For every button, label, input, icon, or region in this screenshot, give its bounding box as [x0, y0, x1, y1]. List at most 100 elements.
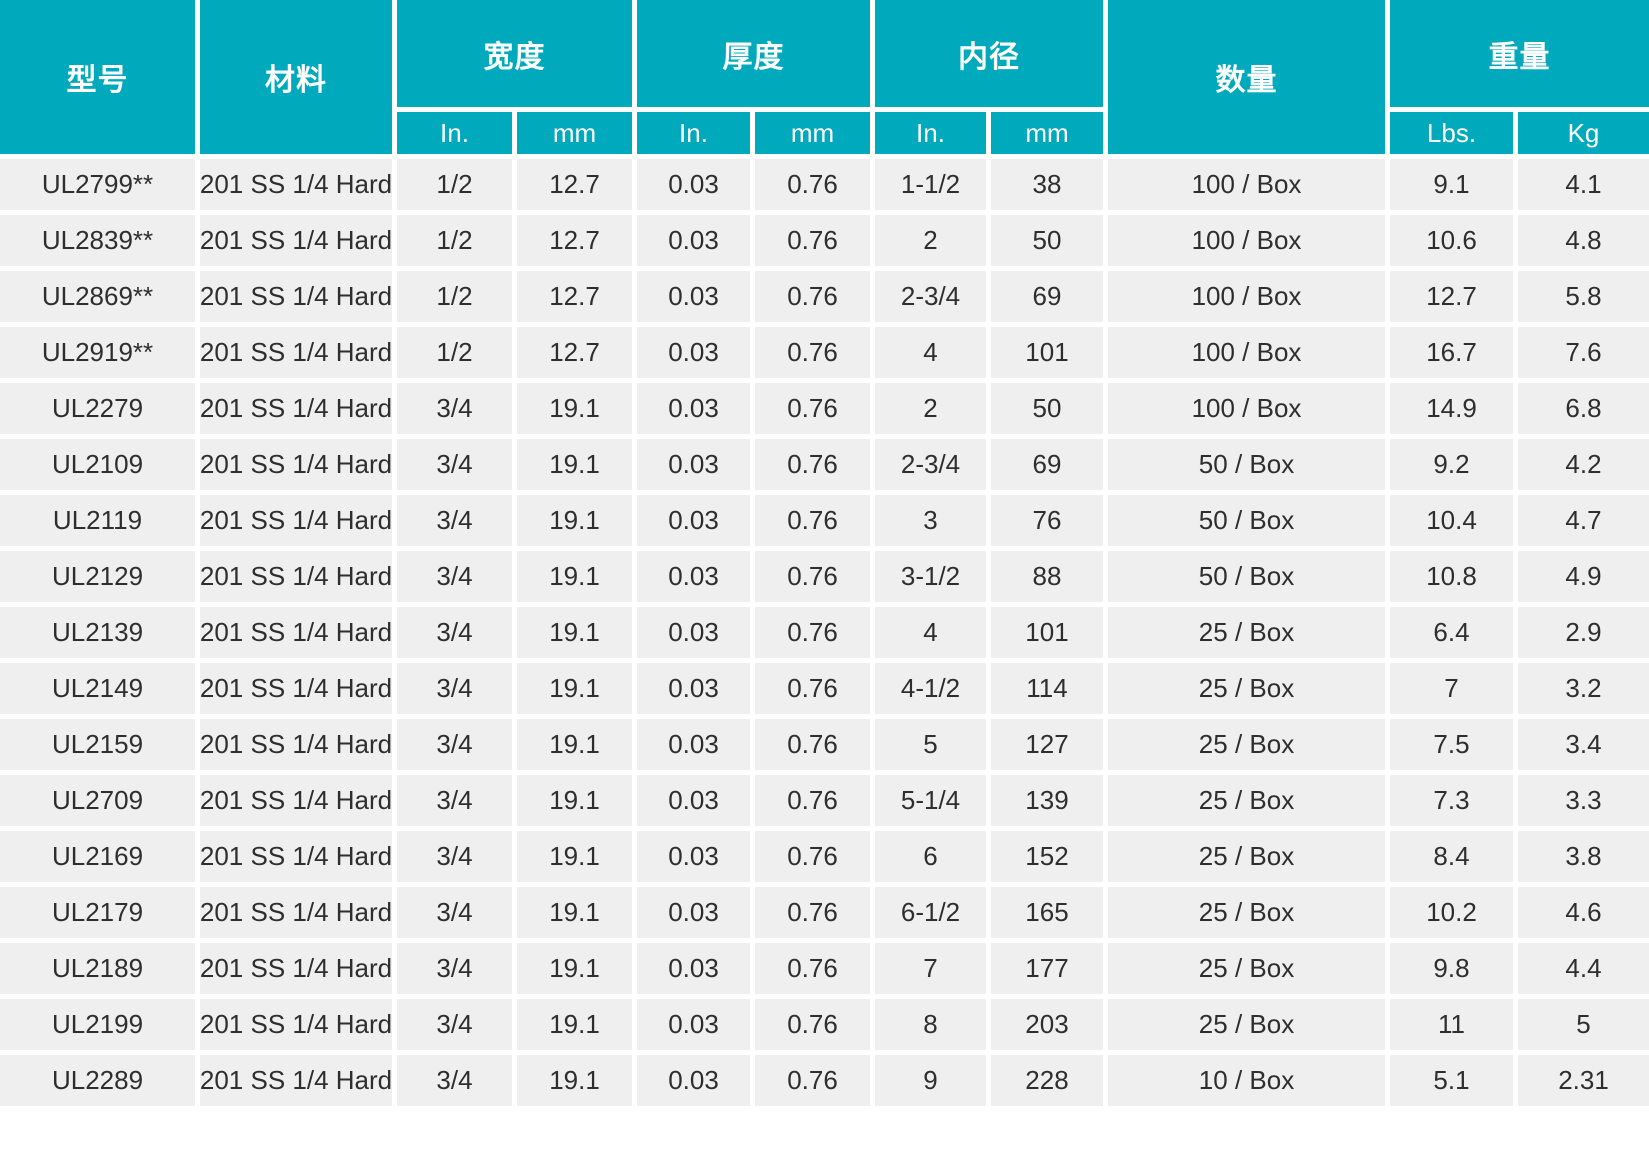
- cell-quantity-row11: 25 / Box: [1108, 719, 1385, 770]
- cell-weight_lbs-row7: 10.4: [1390, 495, 1513, 546]
- cell-inner_diameter_mm-row8: 88: [991, 551, 1103, 602]
- cell-inner_diameter_mm-row15: 177: [991, 943, 1103, 994]
- cell-width_mm-row6: 19.1: [517, 439, 632, 490]
- header-inner-diameter-group: 内径: [875, 0, 1103, 107]
- cell-width_mm-row15: 19.1: [517, 943, 632, 994]
- cell-material-row17: 201 SS 1/4 Hard: [200, 1055, 392, 1106]
- cell-quantity-row9: 25 / Box: [1108, 607, 1385, 658]
- cell-quantity-row5: 100 / Box: [1108, 383, 1385, 434]
- cell-width_in-row7: 3/4: [397, 495, 512, 546]
- cell-material-row5: 201 SS 1/4 Hard: [200, 383, 392, 434]
- cell-width_mm-row1: 12.7: [517, 159, 632, 210]
- cell-thickness_mm-row16: 0.76: [755, 999, 870, 1050]
- cell-width_mm-row16: 19.1: [517, 999, 632, 1050]
- cell-quantity-row3: 100 / Box: [1108, 271, 1385, 322]
- cell-width_mm-row13: 19.1: [517, 831, 632, 882]
- cell-inner_diameter_in-row4: 4: [875, 327, 986, 378]
- cell-weight_kg-row6: 4.2: [1518, 439, 1649, 490]
- cell-weight_lbs-row9: 6.4: [1390, 607, 1513, 658]
- cell-width_in-row16: 3/4: [397, 999, 512, 1050]
- cell-inner_diameter_in-row3: 2-3/4: [875, 271, 986, 322]
- cell-inner_diameter_mm-row9: 101: [991, 607, 1103, 658]
- cell-model-row12: UL2709: [0, 775, 195, 826]
- cell-thickness_in-row7: 0.03: [637, 495, 750, 546]
- cell-thickness_mm-row3: 0.76: [755, 271, 870, 322]
- cell-model-row14: UL2179: [0, 887, 195, 938]
- cell-quantity-row14: 25 / Box: [1108, 887, 1385, 938]
- cell-width_mm-row11: 19.1: [517, 719, 632, 770]
- cell-inner_diameter_mm-row4: 101: [991, 327, 1103, 378]
- cell-inner_diameter_in-row7: 3: [875, 495, 986, 546]
- cell-weight_lbs-row10: 7: [1390, 663, 1513, 714]
- cell-width_in-row8: 3/4: [397, 551, 512, 602]
- cell-material-row12: 201 SS 1/4 Hard: [200, 775, 392, 826]
- subheader-inner-diameter-in: In.: [875, 112, 986, 154]
- cell-model-row4: UL2919**: [0, 327, 195, 378]
- cell-quantity-row13: 25 / Box: [1108, 831, 1385, 882]
- cell-inner_diameter_in-row15: 7: [875, 943, 986, 994]
- cell-thickness_in-row11: 0.03: [637, 719, 750, 770]
- cell-material-row3: 201 SS 1/4 Hard: [200, 271, 392, 322]
- cell-model-row16: UL2199: [0, 999, 195, 1050]
- cell-inner_diameter_mm-row11: 127: [991, 719, 1103, 770]
- cell-thickness_mm-row2: 0.76: [755, 215, 870, 266]
- cell-model-row9: UL2139: [0, 607, 195, 658]
- cell-quantity-row16: 25 / Box: [1108, 999, 1385, 1050]
- cell-weight_lbs-row17: 5.1: [1390, 1055, 1513, 1106]
- cell-width_in-row15: 3/4: [397, 943, 512, 994]
- cell-weight_lbs-row11: 7.5: [1390, 719, 1513, 770]
- cell-material-row16: 201 SS 1/4 Hard: [200, 999, 392, 1050]
- header-quantity: 数量: [1108, 0, 1385, 154]
- cell-thickness_in-row9: 0.03: [637, 607, 750, 658]
- cell-material-row11: 201 SS 1/4 Hard: [200, 719, 392, 770]
- cell-inner_diameter_mm-row14: 165: [991, 887, 1103, 938]
- cell-inner_diameter_in-row11: 5: [875, 719, 986, 770]
- cell-weight_kg-row7: 4.7: [1518, 495, 1649, 546]
- cell-quantity-row1: 100 / Box: [1108, 159, 1385, 210]
- cell-model-row1: UL2799**: [0, 159, 195, 210]
- cell-width_in-row1: 1/2: [397, 159, 512, 210]
- cell-model-row17: UL2289: [0, 1055, 195, 1106]
- cell-thickness_mm-row10: 0.76: [755, 663, 870, 714]
- cell-width_mm-row17: 19.1: [517, 1055, 632, 1106]
- cell-thickness_in-row16: 0.03: [637, 999, 750, 1050]
- cell-width_in-row14: 3/4: [397, 887, 512, 938]
- cell-width_in-row11: 3/4: [397, 719, 512, 770]
- header-model: 型号: [0, 0, 195, 154]
- cell-thickness_mm-row4: 0.76: [755, 327, 870, 378]
- cell-width_in-row6: 3/4: [397, 439, 512, 490]
- cell-thickness_mm-row13: 0.76: [755, 831, 870, 882]
- cell-width_in-row5: 3/4: [397, 383, 512, 434]
- cell-thickness_in-row8: 0.03: [637, 551, 750, 602]
- cell-thickness_in-row2: 0.03: [637, 215, 750, 266]
- cell-weight_kg-row13: 3.8: [1518, 831, 1649, 882]
- cell-thickness_mm-row14: 0.76: [755, 887, 870, 938]
- cell-material-row10: 201 SS 1/4 Hard: [200, 663, 392, 714]
- cell-inner_diameter_mm-row6: 69: [991, 439, 1103, 490]
- cell-weight_kg-row2: 4.8: [1518, 215, 1649, 266]
- spec-table: 型号 材料 宽度 厚度 内径 数量 重量 In. mm In. mm In. m…: [0, 0, 1649, 1106]
- cell-inner_diameter_in-row17: 9: [875, 1055, 986, 1106]
- cell-weight_kg-row14: 4.6: [1518, 887, 1649, 938]
- cell-weight_lbs-row8: 10.8: [1390, 551, 1513, 602]
- cell-thickness_mm-row7: 0.76: [755, 495, 870, 546]
- cell-width_mm-row2: 12.7: [517, 215, 632, 266]
- cell-inner_diameter_mm-row17: 228: [991, 1055, 1103, 1106]
- cell-width_mm-row8: 19.1: [517, 551, 632, 602]
- cell-width_mm-row4: 12.7: [517, 327, 632, 378]
- cell-inner_diameter_in-row13: 6: [875, 831, 986, 882]
- cell-inner_diameter_in-row9: 4: [875, 607, 986, 658]
- cell-material-row8: 201 SS 1/4 Hard: [200, 551, 392, 602]
- cell-inner_diameter_mm-row5: 50: [991, 383, 1103, 434]
- cell-quantity-row10: 25 / Box: [1108, 663, 1385, 714]
- cell-width_mm-row5: 19.1: [517, 383, 632, 434]
- cell-width_in-row13: 3/4: [397, 831, 512, 882]
- cell-width_in-row12: 3/4: [397, 775, 512, 826]
- cell-width_mm-row10: 19.1: [517, 663, 632, 714]
- cell-inner_diameter_mm-row13: 152: [991, 831, 1103, 882]
- cell-material-row2: 201 SS 1/4 Hard: [200, 215, 392, 266]
- cell-weight_kg-row9: 2.9: [1518, 607, 1649, 658]
- cell-width_mm-row9: 19.1: [517, 607, 632, 658]
- cell-inner_diameter_in-row1: 1-1/2: [875, 159, 986, 210]
- header-material: 材料: [200, 0, 392, 154]
